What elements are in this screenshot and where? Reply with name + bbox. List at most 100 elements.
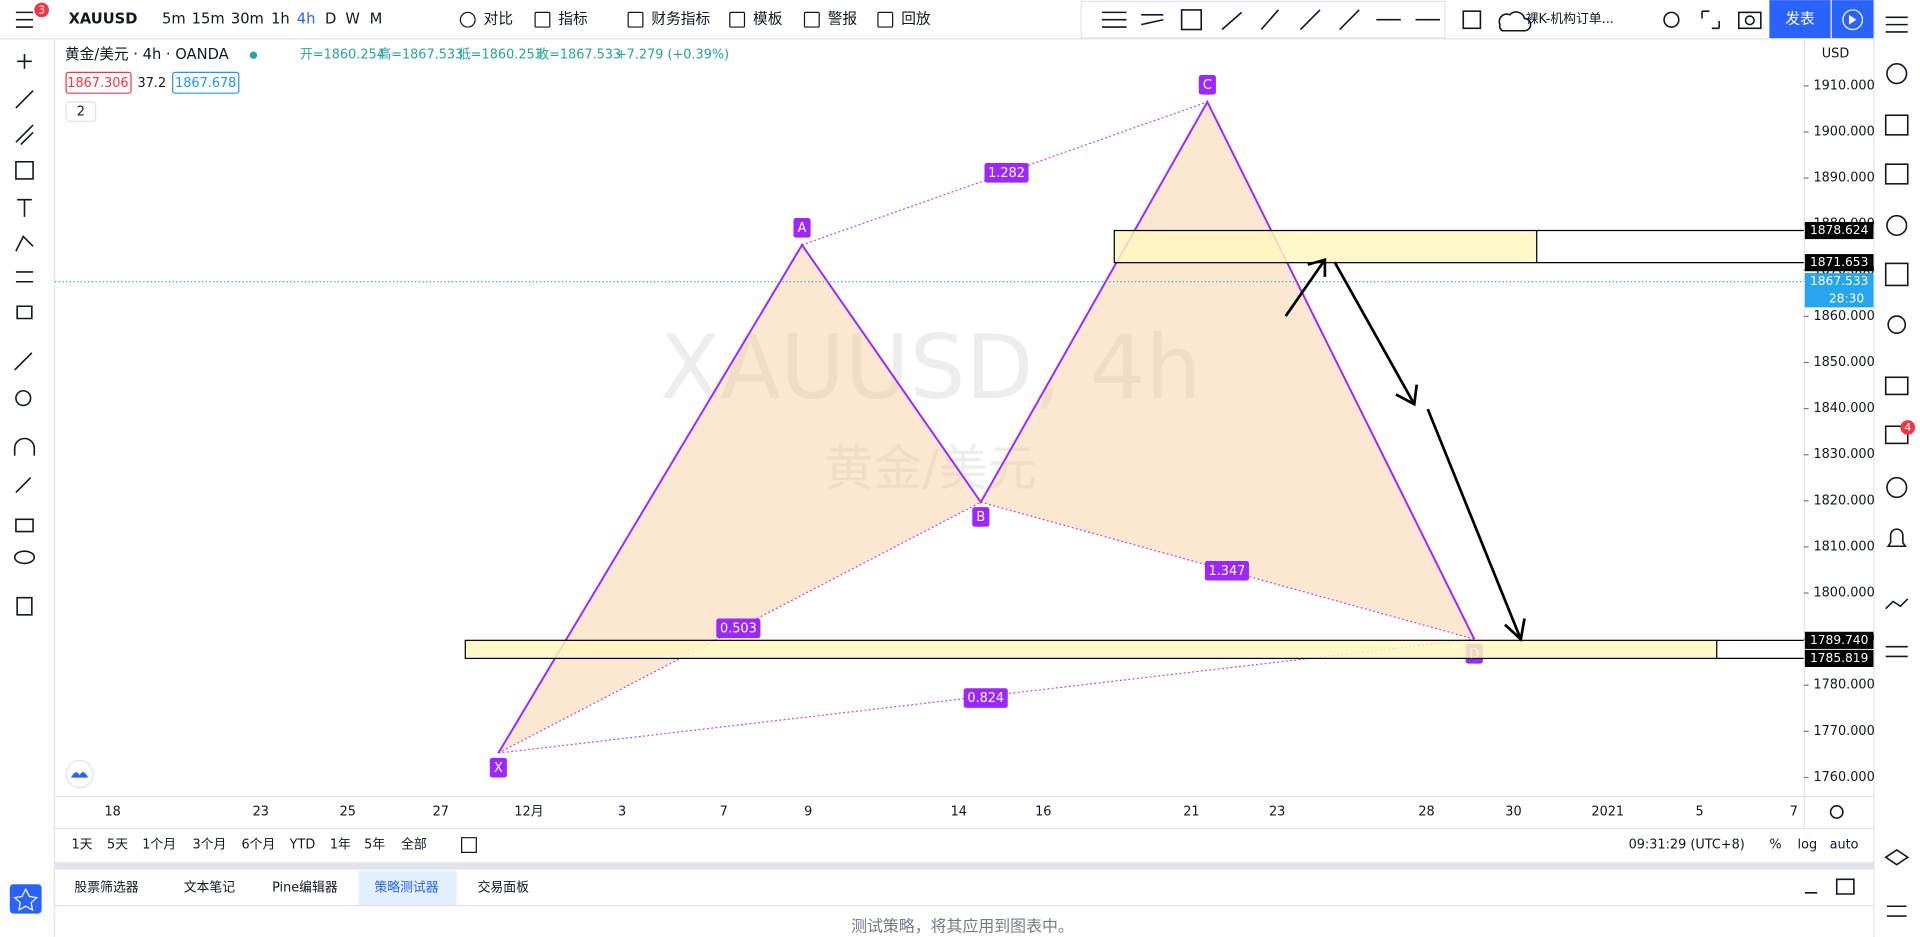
pattern-point-badge — [489, 757, 507, 778]
spread: 37.2 — [138, 76, 167, 91]
pattern-point-badge — [793, 217, 811, 238]
panel-tab[interactable]: 文本笔记 — [184, 879, 236, 895]
time-tick-label: 23 — [1269, 804, 1285, 819]
legend-change: +7.279 (+0.39%) — [616, 48, 729, 63]
ratio-badge — [984, 162, 1029, 183]
panel-tab[interactable]: 交易面板 — [478, 879, 530, 895]
settings-icons[interactable] — [1663, 10, 1762, 30]
percent-toggle[interactable]: % — [1769, 838, 1781, 853]
order-block-zone — [464, 639, 1718, 660]
ratio-badge — [716, 618, 761, 639]
button-icon[interactable] — [459, 11, 476, 28]
time-tick-label: 7 — [1790, 804, 1798, 819]
order-block-zone — [1113, 229, 1538, 264]
panel-tab[interactable]: 股票筛选器 — [74, 880, 138, 895]
left-tools[interactable] — [13, 54, 36, 616]
compare-range-icon[interactable] — [461, 837, 477, 853]
price-tick-label: 1810.000 — [1813, 539, 1874, 554]
toolbar-button[interactable]: 指标 — [558, 11, 588, 28]
clock: 09:31:29 (UTC+8) — [1629, 838, 1745, 853]
legend-open: 开=1860.254 — [300, 48, 385, 63]
time-tick-label: 21 — [1183, 804, 1199, 819]
zone-price-tag — [1804, 631, 1874, 649]
ratio-badge — [1204, 560, 1249, 581]
chat-badge-count: 4 — [1904, 421, 1911, 434]
drawing-tools[interactable] — [1102, 9, 1440, 31]
toolbar-button[interactable]: 警报 — [828, 11, 858, 28]
legend-low: 低=1860.253 — [458, 48, 543, 63]
ask-box — [172, 71, 240, 94]
button-icon[interactable] — [803, 11, 820, 28]
panel-splitter — [55, 862, 1874, 870]
rect-tool[interactable] — [1462, 10, 1482, 30]
range-button[interactable]: YTD — [289, 838, 316, 853]
zone-price-tag — [1804, 254, 1874, 272]
panel-controls[interactable] — [1804, 878, 1855, 895]
interval-button[interactable]: M — [370, 11, 383, 28]
star-icon — [13, 887, 39, 912]
button-icon[interactable] — [534, 11, 551, 28]
publish-button[interactable] — [1769, 0, 1831, 39]
interval-button[interactable]: 5m — [162, 11, 186, 28]
pattern-leg — [497, 99, 1476, 754]
favorites-button[interactable] — [9, 884, 42, 914]
interval-button[interactable]: 15m — [192, 11, 225, 28]
right-tools[interactable] — [1884, 16, 1910, 917]
ratio-label: 0.824 — [967, 691, 1004, 706]
symbol[interactable]: XAUUSD — [69, 11, 138, 28]
pattern-point-label: C — [1203, 78, 1212, 93]
panel-tab[interactable]: 策略测试器 — [374, 879, 438, 895]
price-tick-label: 1820.000 — [1813, 493, 1874, 508]
last-price-label: 1867.533 — [1810, 274, 1868, 288]
range-button[interactable]: 3个月 — [192, 838, 226, 853]
interval-button[interactable]: W — [345, 11, 360, 28]
time-tick-label: 5 — [1696, 804, 1704, 819]
range-button[interactable]: 1个月 — [142, 838, 176, 853]
time-tick-label: 27 — [433, 804, 449, 819]
range-button[interactable]: 1年 — [330, 838, 351, 853]
pattern-ratio-line — [498, 501, 982, 754]
time-tick-label: 18 — [104, 804, 120, 819]
toolbar-button[interactable]: 回放 — [901, 11, 931, 28]
interval-button[interactable]: 4h — [297, 11, 316, 28]
time-tick-label: 23 — [253, 804, 269, 819]
auto-toggle[interactable]: auto — [1830, 838, 1859, 853]
toolbar-button[interactable]: 模板 — [753, 10, 783, 28]
collapse-button[interactable] — [65, 101, 97, 122]
ratio-label: 0.503 — [720, 621, 757, 636]
status-dot — [249, 51, 258, 59]
range-button[interactable]: 1天 — [72, 838, 93, 853]
time-tick-label: 3 — [618, 804, 626, 819]
watermark-name: 黄金/美元 — [824, 440, 1036, 497]
panel-tab[interactable]: Pine编辑器 — [272, 880, 338, 895]
price-tick-label: 1900.000 — [1813, 124, 1874, 139]
logo-mark — [71, 772, 89, 778]
time-tick-label: 25 — [340, 804, 356, 819]
notification-badge: 3 — [38, 4, 45, 17]
pattern-point-label: B — [976, 510, 985, 525]
button-icon[interactable] — [627, 11, 644, 28]
toolbar-button[interactable]: 对比 — [484, 11, 513, 28]
range-button[interactable]: 5天 — [107, 838, 128, 853]
axis-settings[interactable] — [1829, 805, 1844, 819]
legend-high: 高=1867.533 — [378, 47, 463, 63]
log-toggle[interactable]: log — [1798, 838, 1818, 853]
price-tick-label: 1760.000 — [1813, 770, 1874, 785]
price-tick-label: 1890.000 — [1813, 171, 1874, 186]
range-button[interactable]: 6个月 — [241, 838, 275, 853]
menu-button[interactable]: 3 — [15, 2, 49, 28]
layout-name[interactable]: 裸K-机构订单... — [1526, 12, 1614, 27]
publish-label: 发表 — [1785, 11, 1815, 28]
button-icon[interactable] — [729, 11, 746, 28]
zone-price-label: 1878.624 — [1810, 223, 1869, 237]
toolbar-button[interactable]: 财务指标 — [651, 11, 710, 28]
range-button[interactable]: 5年 — [364, 838, 385, 853]
button-icon[interactable] — [877, 11, 894, 28]
interval-button[interactable]: 30m — [231, 11, 264, 28]
interval-button[interactable]: 1h — [271, 11, 290, 28]
legend-symbol: 黄金/美元 · 4h · OANDA — [65, 46, 229, 63]
range-button[interactable]: 全部 — [401, 837, 427, 853]
time-tick-label: 28 — [1418, 804, 1434, 819]
interval-button[interactable]: D — [325, 11, 336, 28]
